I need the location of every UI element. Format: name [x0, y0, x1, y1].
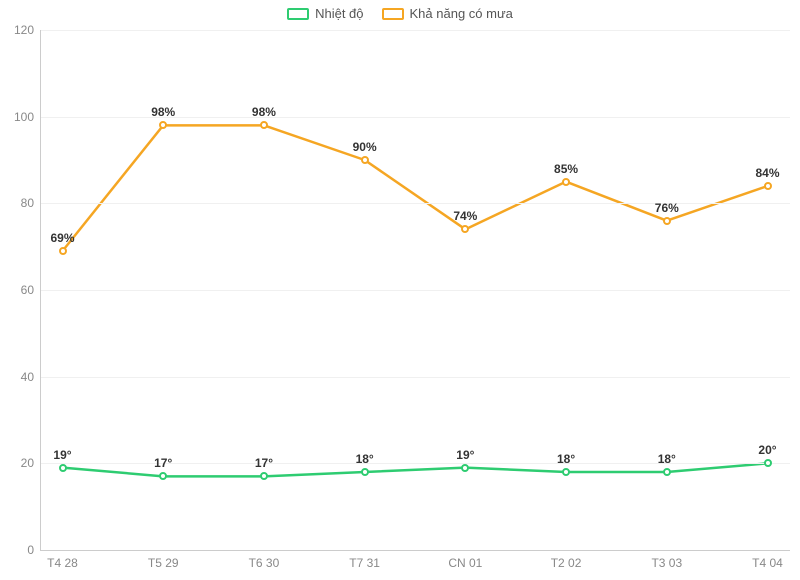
x-tick-label: T4 04 — [752, 550, 783, 570]
x-tick-label: T3 03 — [651, 550, 682, 570]
data-point-rain[interactable] — [562, 178, 570, 186]
data-label-rain: 84% — [755, 166, 779, 180]
data-label-temp: 19° — [456, 448, 474, 462]
data-label-rain: 76% — [655, 201, 679, 215]
y-tick-label: 20 — [21, 456, 40, 470]
data-label-temp: 18° — [356, 452, 374, 466]
data-label-temp: 20° — [758, 443, 776, 457]
legend-swatch-temp — [287, 8, 309, 20]
data-point-rain[interactable] — [663, 217, 671, 225]
x-tick-label: T7 31 — [349, 550, 380, 570]
legend-label-temp: Nhiệt độ — [315, 6, 363, 21]
data-point-temp[interactable] — [562, 468, 570, 476]
data-label-temp: 18° — [557, 452, 575, 466]
x-tick-label: T5 29 — [148, 550, 179, 570]
plot-area: 020406080100120T4 28T5 29T6 30T7 31CN 01… — [40, 30, 790, 550]
x-tick-label: CN 01 — [448, 550, 482, 570]
data-point-temp[interactable] — [361, 468, 369, 476]
legend-label-rain: Khả năng có mưa — [410, 6, 513, 21]
x-tick-label: T2 02 — [551, 550, 582, 570]
legend: Nhiệt độ Khả năng có mưa — [0, 6, 800, 21]
grid-line — [40, 463, 790, 464]
data-point-rain[interactable] — [361, 156, 369, 164]
data-label-rain: 98% — [252, 105, 276, 119]
data-label-rain: 74% — [453, 209, 477, 223]
data-point-temp[interactable] — [663, 468, 671, 476]
data-point-temp[interactable] — [764, 459, 772, 467]
y-tick-label: 120 — [14, 23, 40, 37]
data-label-temp: 18° — [658, 452, 676, 466]
data-label-rain: 98% — [151, 105, 175, 119]
weather-chart: Nhiệt độ Khả năng có mưa 020406080100120… — [0, 0, 800, 580]
series-line-rain — [63, 125, 768, 251]
legend-item-temp[interactable]: Nhiệt độ — [287, 6, 363, 21]
data-point-temp[interactable] — [59, 464, 67, 472]
data-point-rain[interactable] — [764, 182, 772, 190]
grid-line — [40, 377, 790, 378]
x-tick-label: T4 28 — [47, 550, 78, 570]
legend-swatch-rain — [382, 8, 404, 20]
y-tick-label: 40 — [21, 370, 40, 384]
y-tick-label: 60 — [21, 283, 40, 297]
y-axis-line — [40, 30, 41, 550]
data-label-temp: 17° — [154, 456, 172, 470]
data-point-temp[interactable] — [461, 464, 469, 472]
data-label-rain: 90% — [353, 140, 377, 154]
data-label-rain: 85% — [554, 162, 578, 176]
y-tick-label: 100 — [14, 110, 40, 124]
grid-line — [40, 30, 790, 31]
data-point-rain[interactable] — [59, 247, 67, 255]
data-label-temp: 17° — [255, 456, 273, 470]
y-tick-label: 0 — [27, 543, 40, 557]
data-label-rain: 69% — [50, 231, 74, 245]
data-label-temp: 19° — [53, 448, 71, 462]
legend-item-rain[interactable]: Khả năng có mưa — [382, 6, 513, 21]
x-tick-label: T6 30 — [249, 550, 280, 570]
grid-line — [40, 290, 790, 291]
y-tick-label: 80 — [21, 196, 40, 210]
